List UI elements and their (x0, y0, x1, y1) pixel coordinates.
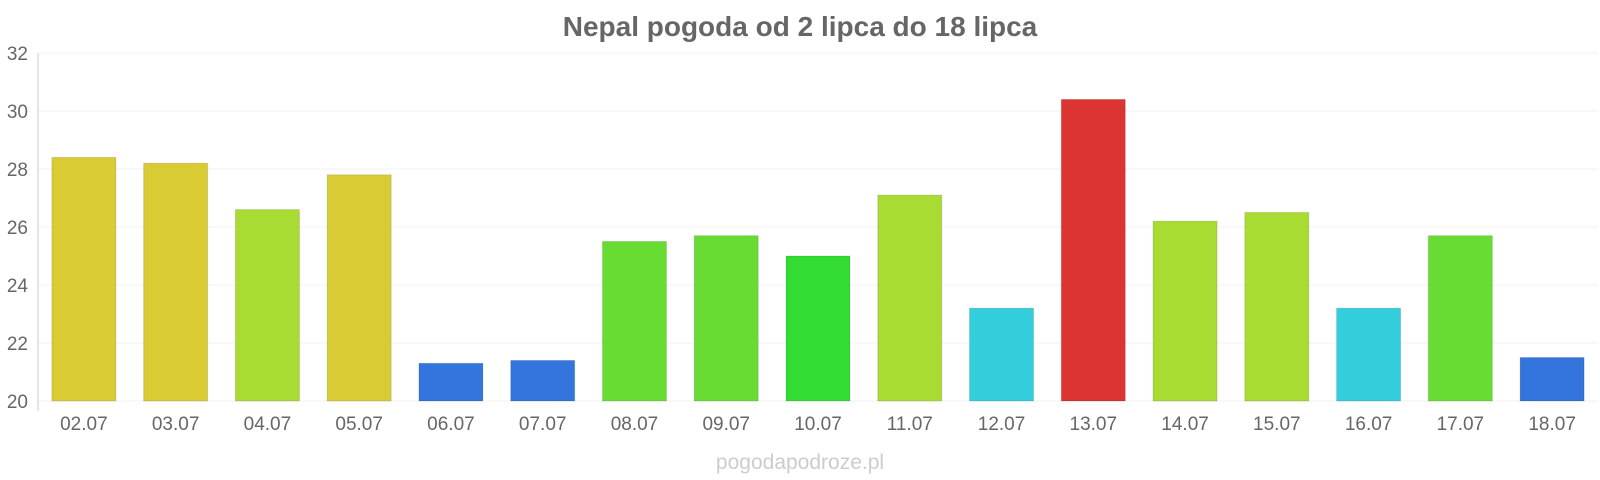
x-tick-label: 08.07 (611, 414, 659, 435)
x-tick-label: 07.07 (519, 414, 567, 435)
bar-05.07 (326, 174, 392, 402)
x-tick-label: 09.07 (702, 414, 750, 435)
bar-02.07 (51, 156, 117, 402)
y-axis-ticks: 20 22 24 26 28 30 32 (7, 44, 29, 413)
bar-13.07 (1060, 98, 1126, 402)
x-tick-label: 04.07 (244, 414, 292, 435)
y-tick-label: 28 (7, 160, 28, 181)
y-tick-label: 24 (7, 276, 29, 297)
y-tick-label: 26 (7, 218, 28, 239)
bar-16.07 (1336, 307, 1402, 402)
x-tick-label: 13.07 (1070, 414, 1118, 435)
x-tick-label: 15.07 (1253, 414, 1301, 435)
y-tick-label: 30 (7, 102, 28, 123)
bar-06.07 (418, 362, 484, 402)
bar-15.07 (1244, 212, 1310, 402)
x-tick-label: 05.07 (335, 414, 383, 435)
x-tick-label: 02.07 (60, 414, 108, 435)
x-tick-label: 03.07 (152, 414, 200, 435)
y-tick-label: 32 (7, 44, 28, 65)
bar-10.07 (785, 255, 851, 402)
bar-03.07 (143, 162, 209, 402)
bar-14.07 (1152, 220, 1218, 402)
x-tick-label: 10.07 (794, 414, 842, 435)
x-tick-label: 06.07 (427, 414, 475, 435)
bar-04.07 (234, 209, 300, 402)
x-axis-ticks: 02.07 03.07 04.07 05.07 06.07 07.07 08.07 09.07… (60, 414, 1576, 435)
bar-12.07 (969, 307, 1035, 402)
y-tick-label: 20 (7, 392, 28, 413)
watermark: pogodapodroze.pl (716, 451, 884, 474)
x-tick-label: 12.07 (978, 414, 1026, 435)
bar-18.07 (1519, 357, 1585, 402)
y-tick-label: 22 (7, 334, 28, 355)
x-tick-label: 18.07 (1528, 414, 1576, 435)
x-tick-label: 16.07 (1345, 414, 1393, 435)
x-tick-label: 11.07 (887, 414, 933, 435)
x-tick-label: 14.07 (1161, 414, 1209, 435)
bar-07.07 (510, 359, 576, 402)
bar-09.07 (693, 235, 759, 402)
bar-17.07 (1427, 235, 1493, 402)
bars-group (51, 98, 1585, 402)
bar-08.07 (601, 241, 667, 402)
chart-title: Nepal pogoda od 2 lipca do 18 lipca (563, 11, 1038, 42)
bar-11.07 (877, 194, 943, 402)
x-tick-label: 17.07 (1437, 414, 1485, 435)
